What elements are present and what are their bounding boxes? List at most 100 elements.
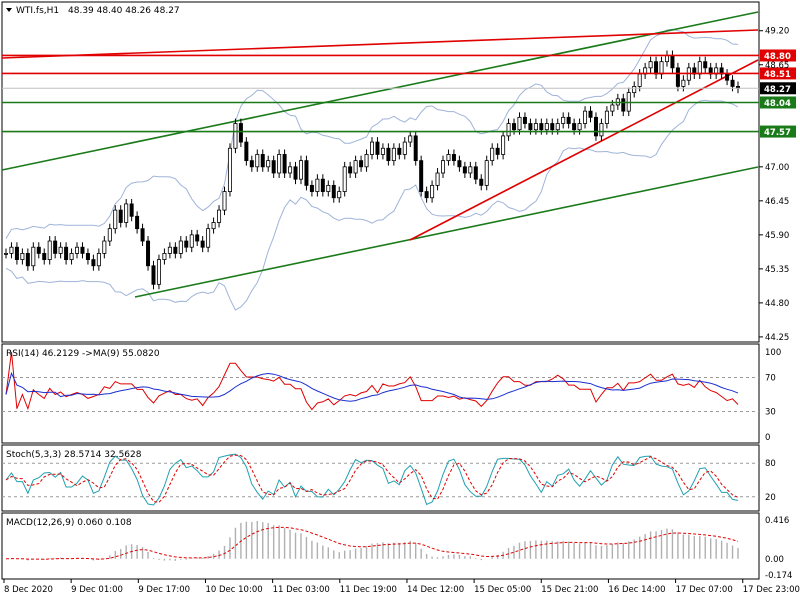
candle-body: [544, 123, 549, 131]
candle-body: [211, 222, 216, 230]
time-tick-label: 17 Dec 23:00: [743, 585, 800, 595]
macd-tick-label: 0.00: [765, 555, 784, 565]
price-tick-label: 44.25: [765, 333, 789, 343]
candle-body: [495, 147, 500, 155]
candle-body: [522, 116, 527, 124]
candle-body: [288, 166, 293, 174]
stoch-tick-label: 20: [765, 493, 776, 503]
candle-body: [451, 154, 456, 162]
candle-body: [583, 110, 588, 124]
candle-body: [4, 253, 9, 255]
time-tick-label: 9 Dec 01:00: [71, 585, 123, 595]
green-channel-lower-line: [134, 166, 759, 298]
price-tick-label: 45.35: [765, 265, 789, 275]
candle-body: [457, 160, 462, 168]
level-tag-text-48.04: 48.04: [764, 99, 791, 109]
price-tick-label: 44.80: [765, 299, 789, 309]
stoch-signal-line: [5, 454, 739, 503]
candle-body: [490, 147, 495, 162]
macd-panel[interactable]: [1, 512, 760, 580]
candle-body: [342, 166, 347, 192]
macd-tick-label: -0.174: [765, 571, 792, 581]
candle-body: [462, 166, 467, 174]
stoch-label: Stoch(5,3,3) 28.5714 32.5628: [6, 450, 142, 460]
candle-body: [47, 240, 52, 260]
candle-body: [331, 184, 336, 199]
rsi-tick-label: 0: [765, 433, 770, 443]
candle-body: [424, 191, 429, 199]
rsi-tick-label: 30: [765, 408, 776, 418]
rsi-line: [5, 351, 739, 411]
candle-body: [244, 141, 249, 162]
candle-body: [703, 61, 708, 69]
candle-body: [271, 160, 276, 174]
level-tag-48.51: [760, 67, 796, 80]
candle-body: [670, 55, 675, 69]
candle-body: [91, 259, 96, 267]
time-tick-label: 16 Dec 14:00: [608, 585, 665, 595]
candle-body: [577, 123, 582, 131]
candle-body: [593, 116, 598, 137]
candle-body: [266, 160, 271, 168]
candle-body: [359, 160, 364, 168]
candle-body: [64, 246, 69, 260]
candle-body: [353, 160, 358, 174]
candle-body: [293, 166, 298, 180]
ohlc-header: 48.39 48.40 48.26 48.27: [68, 6, 180, 16]
candle-body: [654, 61, 659, 75]
candle-body: [200, 240, 205, 248]
candle-body: [337, 191, 342, 199]
candle-body: [25, 253, 30, 267]
stoch-panel[interactable]: [1, 444, 760, 512]
stoch-tick-label: 80: [765, 459, 776, 469]
candle-body: [380, 147, 385, 155]
candle-body: [659, 61, 664, 75]
time-tick-label: 14 Dec 12:00: [407, 585, 464, 595]
time-tick-label: 8 Dec 2020: [4, 585, 53, 595]
candle-body: [555, 123, 560, 131]
level-tag-text-48.80: 48.80: [764, 52, 791, 62]
time-tick-label: 15 Dec 05:00: [474, 585, 531, 595]
level-tag-48.80: [760, 49, 796, 62]
candle-body: [441, 160, 446, 174]
green-channel-upper-line: [1, 11, 759, 171]
candle-body: [124, 203, 129, 223]
price-tick-label: 48.65: [765, 61, 789, 71]
candle-body: [217, 209, 222, 223]
candle-body: [632, 86, 637, 93]
candle-body: [162, 253, 167, 260]
candle-body: [178, 240, 183, 254]
time-tick-label: 11 Dec 03:00: [273, 585, 330, 595]
macd-tick-label: 0.416: [765, 516, 789, 526]
candle-body: [430, 184, 435, 199]
time-tick-label: 15 Dec 21:00: [541, 585, 598, 595]
candle-body: [326, 184, 331, 192]
time-tick-label: 17 Dec 07:00: [676, 585, 733, 595]
candle-body: [75, 246, 80, 254]
dropdown-triangle-icon[interactable]: [6, 8, 12, 12]
candle-body: [348, 166, 353, 174]
candle-body: [391, 147, 396, 162]
macd-label: MACD(12,26,9) 0.060 0.108: [6, 518, 132, 528]
level-tag-47.57: [760, 125, 796, 138]
candle-body: [282, 154, 287, 174]
candle-body: [80, 246, 85, 254]
candle-body: [195, 234, 200, 242]
candle-body: [249, 160, 254, 168]
candle-body: [473, 166, 478, 180]
candle-body: [637, 73, 642, 87]
candle-body: [135, 215, 140, 230]
candle-body: [206, 228, 211, 248]
candle-body: [140, 228, 145, 242]
candle-body: [156, 259, 161, 285]
price-tick-label: 49.20: [765, 27, 789, 37]
candle-body: [146, 240, 151, 267]
main-price-panel[interactable]: [1, 1, 760, 343]
candle-body: [102, 240, 107, 254]
candle-body: [118, 209, 123, 223]
candle-body: [419, 160, 424, 192]
candle-body: [408, 135, 413, 143]
macd-signal-line: [5, 526, 739, 560]
bollinger-lower-band: [5, 99, 739, 311]
